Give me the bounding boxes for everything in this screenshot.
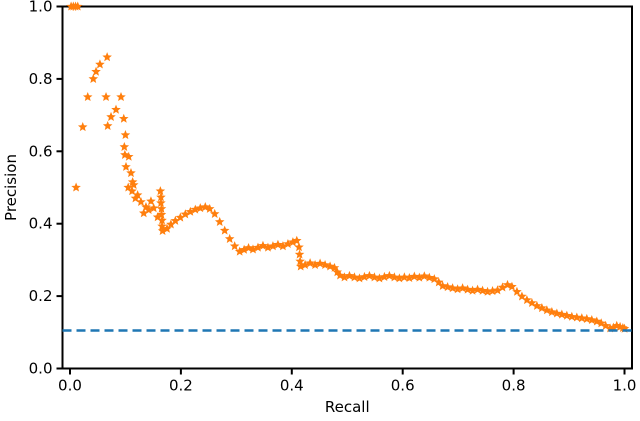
y-tick-label: 0.2 bbox=[29, 287, 53, 305]
x-tick-label: 0.4 bbox=[280, 377, 304, 395]
x-tick-label: 0.2 bbox=[169, 377, 193, 395]
y-tick-label: 0.0 bbox=[29, 360, 53, 378]
y-tick-label: 1.0 bbox=[29, 0, 53, 16]
x-tick-label: 0.0 bbox=[58, 377, 82, 395]
y-tick-label: 0.6 bbox=[29, 142, 53, 160]
axes-spines bbox=[61, 5, 633, 370]
y-axis-label: Precision bbox=[2, 154, 20, 221]
y-tick-label: 0.4 bbox=[29, 215, 53, 233]
x-tick-label: 1.0 bbox=[613, 377, 637, 395]
y-tick-label: 0.8 bbox=[29, 70, 53, 88]
x-axis-label: Recall bbox=[325, 398, 370, 416]
x-tick-label: 0.6 bbox=[391, 377, 415, 395]
x-tick-label: 0.8 bbox=[502, 377, 526, 395]
